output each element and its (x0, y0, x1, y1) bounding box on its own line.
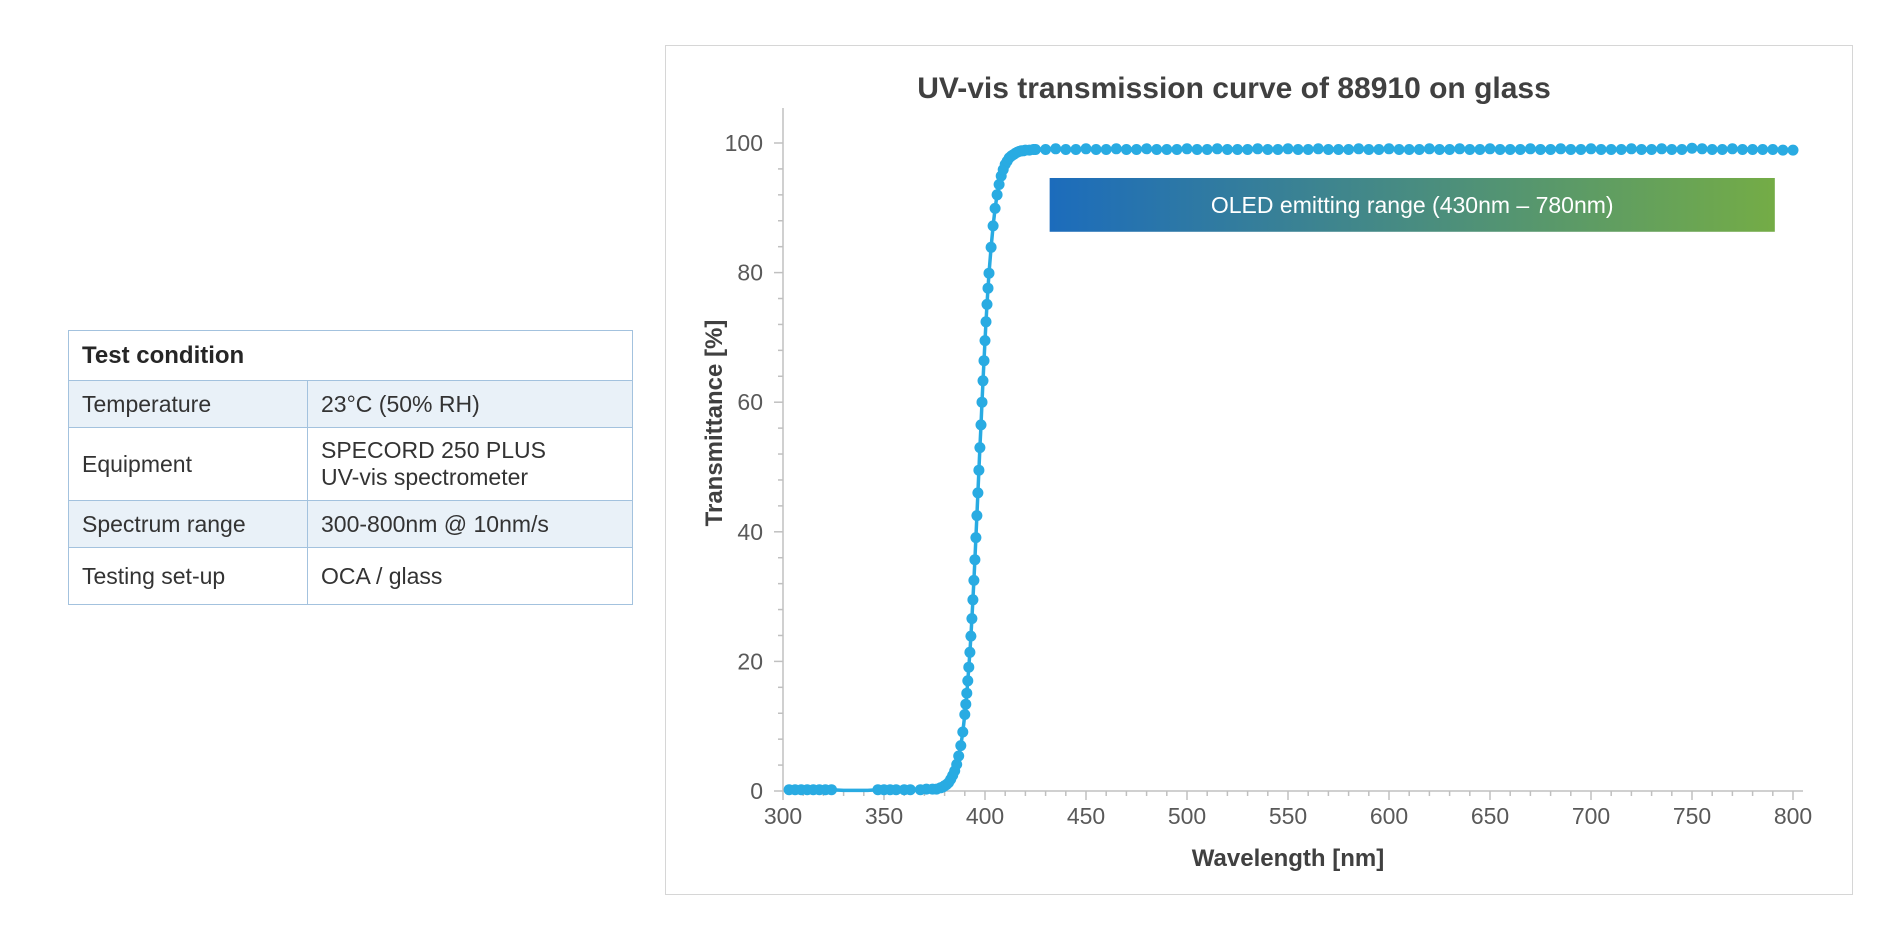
svg-text:450: 450 (1067, 803, 1105, 829)
row-label-cell: Spectrum range (68, 500, 308, 548)
row-label-cell: Temperature (68, 380, 308, 428)
chart-card: 300 350 400 450 500 550 600 650 700 750 800 0 20 40 60… (665, 45, 1853, 895)
svg-text:0: 0 (750, 778, 763, 804)
svg-text:350: 350 (865, 803, 903, 829)
chart-title: UV-vis transmission curve of 88910 on gl… (917, 72, 1551, 105)
table-row: Spectrum range 300-800nm @ 10nm/s (68, 500, 633, 548)
table-header-row: Test condition (68, 330, 633, 381)
row-value-cell: SPECORD 250 PLUS UV-vis spectrometer (307, 427, 633, 501)
table-row: Testing set-up OCA / glass (68, 547, 633, 605)
svg-text:600: 600 (1370, 803, 1408, 829)
svg-text:20: 20 (737, 648, 763, 674)
svg-text:80: 80 (737, 260, 763, 286)
row-label-cell: Testing set-up (68, 547, 308, 605)
svg-text:300: 300 (764, 803, 802, 829)
y-axis-label: Transmittance [%] (701, 319, 728, 527)
row-label-cell: Equipment (68, 427, 308, 501)
svg-text:400: 400 (966, 803, 1004, 829)
table-row: Equipment SPECORD 250 PLUS UV-vis spectr… (68, 427, 633, 501)
svg-text:700: 700 (1572, 803, 1610, 829)
svg-text:500: 500 (1168, 803, 1206, 829)
svg-text:750: 750 (1673, 803, 1711, 829)
row-value-cell: 23°C (50% RH) (307, 380, 633, 428)
test-condition-table: Test condition Temperature 23°C (50% RH)… (68, 330, 633, 605)
row-value-cell: OCA / glass (307, 547, 633, 605)
oled-range-banner: OLED emitting range (430nm – 780nm) (1049, 177, 1775, 232)
oled-range-banner-label: OLED emitting range (430nm – 780nm) (1211, 192, 1614, 218)
row-value-cell: 300-800nm @ 10nm/s (307, 500, 633, 548)
table-header-cell: Test condition (68, 330, 633, 381)
tick-labels: 300 350 400 450 500 550 600 650 700 750 800 0 20 40 60… (725, 130, 1813, 829)
x-axis-label: Wavelength [nm] (1191, 845, 1385, 872)
svg-text:100: 100 (725, 130, 763, 156)
svg-text:650: 650 (1471, 803, 1509, 829)
transmission-plot: 300 350 400 450 500 550 600 650 700 750 800 0 20 40 60… (725, 108, 1813, 829)
svg-text:550: 550 (1269, 803, 1307, 829)
svg-text:40: 40 (737, 519, 763, 545)
svg-text:60: 60 (737, 389, 763, 415)
curve-series (783, 142, 1799, 796)
table-row: Temperature 23°C (50% RH) (68, 380, 633, 428)
svg-text:800: 800 (1774, 803, 1812, 829)
